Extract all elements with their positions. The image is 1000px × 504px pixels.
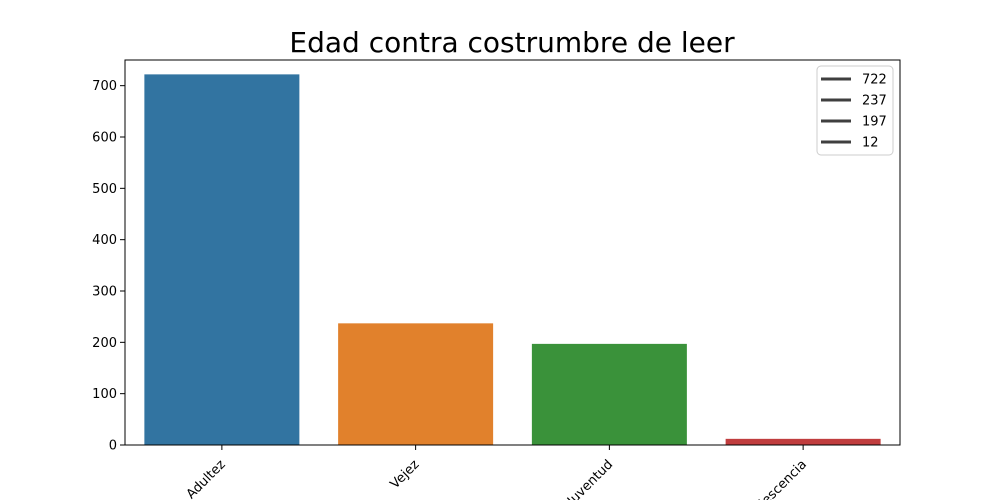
y-tick-label: 400 bbox=[92, 233, 117, 248]
y-tick-label: 600 bbox=[92, 131, 117, 146]
y-tick-label: 300 bbox=[92, 285, 117, 300]
y-tick-label: 100 bbox=[92, 387, 117, 402]
legend-entry-label: 722 bbox=[862, 73, 887, 88]
y-tick-label: 700 bbox=[92, 79, 117, 94]
chart-title: Edad contra costrumbre de leer bbox=[289, 26, 735, 59]
bar-juventud bbox=[531, 343, 687, 445]
y-tick-label: 500 bbox=[92, 182, 117, 197]
bar-vejez bbox=[338, 323, 494, 445]
plot-frame bbox=[124, 59, 901, 446]
bars-layer bbox=[144, 74, 881, 445]
y-tick-label: 0 bbox=[109, 439, 117, 454]
bar-adultez bbox=[144, 74, 300, 445]
legend-entry-label: 197 bbox=[862, 115, 887, 130]
legend-entry-label: 12 bbox=[862, 136, 879, 151]
bar-adolescencia bbox=[725, 438, 881, 445]
legend: 722 237 197 12 bbox=[816, 65, 894, 156]
y-tick-label: 200 bbox=[92, 336, 117, 351]
y-axis: 0 100 200 300 400 500 600 700 bbox=[92, 79, 125, 454]
legend-entry-label: 237 bbox=[862, 94, 887, 109]
legend-frame bbox=[816, 65, 894, 156]
